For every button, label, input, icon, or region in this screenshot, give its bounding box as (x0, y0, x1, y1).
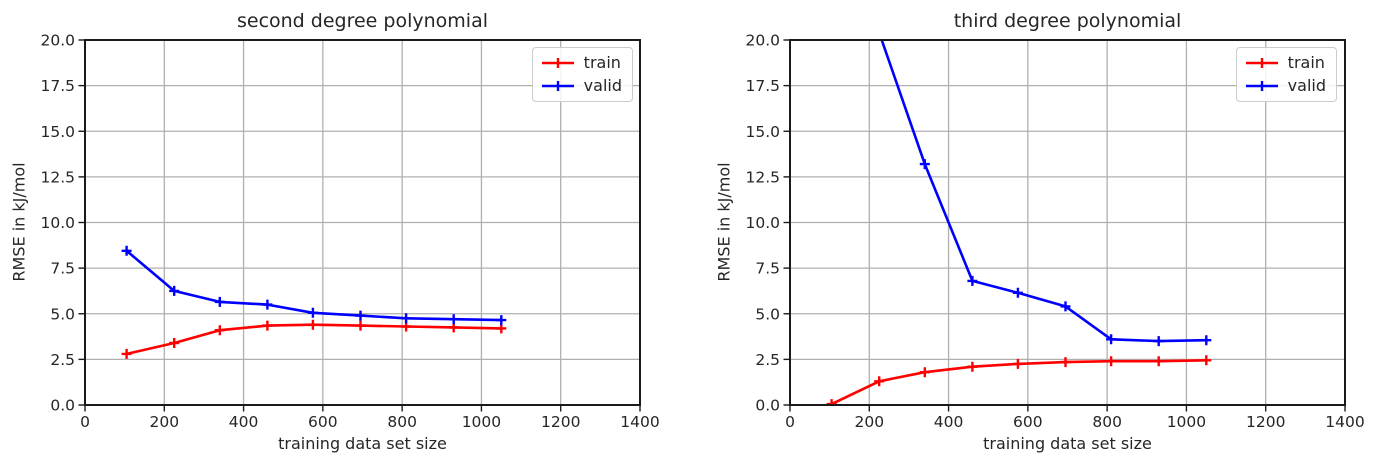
svg-text:0.0: 0.0 (755, 397, 780, 415)
svg-text:7.5: 7.5 (755, 260, 780, 278)
svg-text:0.0: 0.0 (50, 397, 75, 415)
valid-series-line-icon (541, 80, 574, 91)
svg-text:1200: 1200 (541, 413, 580, 431)
svg-text:10.0: 10.0 (745, 214, 780, 232)
chart-title: second degree polynomial (236, 10, 488, 32)
svg-text:200: 200 (149, 413, 179, 431)
svg-text:400: 400 (229, 413, 259, 431)
svg-text:17.5: 17.5 (40, 77, 75, 95)
legend-label-valid: valid (583, 76, 622, 95)
svg-text:15.0: 15.0 (40, 123, 75, 141)
svg-text:400: 400 (934, 413, 964, 431)
svg-text:12.5: 12.5 (40, 168, 75, 186)
legend-item-valid: valid (1245, 76, 1326, 95)
svg-text:5.0: 5.0 (755, 305, 780, 323)
svg-text:20.0: 20.0 (40, 32, 75, 50)
x-axis-label: training data set size (983, 434, 1152, 453)
svg-text:15.0: 15.0 (745, 123, 780, 141)
legend-item-train: train (541, 53, 622, 72)
svg-text:10.0: 10.0 (40, 214, 75, 232)
svg-text:800: 800 (1092, 413, 1122, 431)
y-axis-label: RMSE in kJ/mol (714, 162, 734, 282)
legend: train valid (1235, 47, 1337, 102)
y-axis-label: RMSE in kJ/mol (9, 162, 29, 282)
svg-text:17.5: 17.5 (745, 77, 780, 95)
svg-text:1000: 1000 (1167, 413, 1206, 431)
svg-text:2.5: 2.5 (755, 351, 780, 369)
svg-text:1200: 1200 (1246, 413, 1285, 431)
svg-text:2.5: 2.5 (50, 351, 75, 369)
svg-text:20.0: 20.0 (745, 32, 780, 50)
svg-text:5.0: 5.0 (50, 305, 75, 323)
valid-series-line-icon (1245, 80, 1278, 91)
svg-text:600: 600 (308, 413, 338, 431)
plot-area: 0 200 400 600 800 1000 1200 1400 0.0 2.5 5.0 7.5 10.… (745, 32, 1364, 432)
chart-title: third degree polynomial (953, 10, 1182, 32)
svg-text:0: 0 (785, 413, 795, 431)
svg-text:600: 600 (1013, 413, 1043, 431)
legend-item-train: train (1245, 53, 1326, 72)
train-series-line-icon (541, 57, 574, 68)
legend: train valid (531, 47, 633, 102)
svg-text:200: 200 (854, 413, 884, 431)
legend-label-train: train (1287, 53, 1325, 72)
svg-text:12.5: 12.5 (745, 168, 780, 186)
svg-text:1400: 1400 (1325, 413, 1364, 431)
svg-text:7.5: 7.5 (50, 260, 75, 278)
svg-text:800: 800 (387, 413, 417, 431)
legend-label-valid: valid (1287, 76, 1326, 95)
train-series-line-icon (1245, 57, 1278, 68)
chart-second-degree-polynomial: 0 200 400 600 800 1000 1200 1400 0.0 2.5 5.0 7.5 10.… (9, 10, 660, 453)
legend-label-train: train (583, 53, 621, 72)
legend-item-valid: valid (541, 76, 622, 95)
chart-third-degree-polynomial: 0 200 400 600 800 1000 1200 1400 0.0 2.5 5.0 7.5 10.… (689, 0, 1378, 470)
svg-text:1400: 1400 (620, 413, 659, 431)
x-axis-label: training data set size (278, 434, 447, 453)
svg-text:0: 0 (80, 413, 90, 431)
svg-text:1000: 1000 (462, 413, 501, 431)
